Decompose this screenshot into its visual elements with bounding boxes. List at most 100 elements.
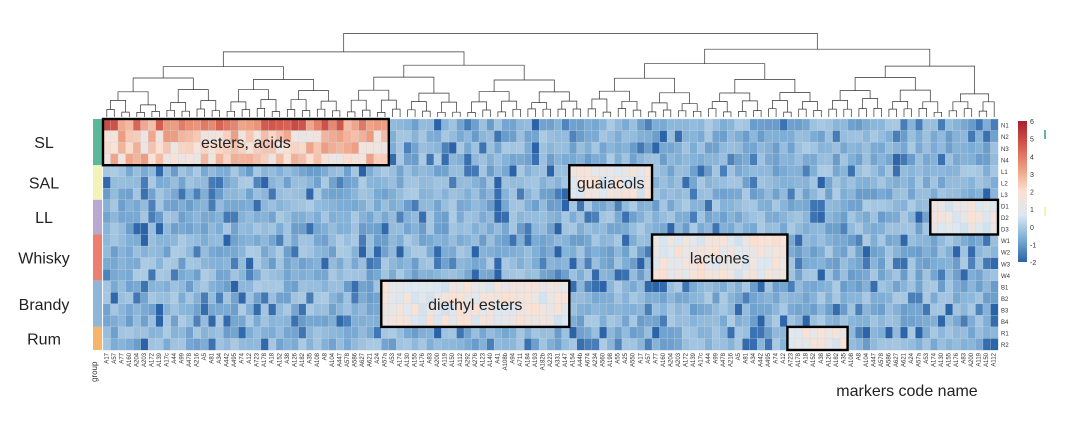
heatmap-cell [832, 245, 841, 258]
heatmap-cell [290, 268, 299, 282]
heatmap-cell [599, 234, 608, 247]
heatmap-cell [802, 303, 811, 316]
heatmap-cell [163, 188, 172, 201]
heatmap-cell [456, 211, 465, 224]
column-label: A152 [811, 352, 817, 367]
dendrogram-branch [467, 112, 476, 117]
heatmap-cell [373, 268, 382, 282]
heatmap-cell [802, 292, 811, 305]
heatmap-cell [885, 315, 894, 328]
heatmap-cell [869, 315, 879, 328]
heatmap-cell [892, 257, 901, 270]
heatmap-cell [147, 234, 157, 247]
heatmap-cell [636, 257, 645, 270]
heatmap-cell [674, 222, 683, 235]
heatmap-cell [110, 141, 119, 155]
heatmap-cell [839, 292, 848, 305]
heatmap-cell [960, 188, 969, 201]
heatmap-cell [305, 292, 314, 305]
heatmap-cell [238, 153, 247, 166]
heatmap-cell [719, 211, 728, 224]
heatmap-cell [185, 268, 194, 282]
heatmap-cell [178, 199, 187, 212]
heatmap-cell [524, 338, 533, 351]
heatmap-cell [223, 315, 232, 328]
heatmap-cell [817, 326, 826, 339]
heatmap-cell [922, 303, 931, 316]
heatmap-cell [636, 211, 645, 224]
heatmap-cell [757, 280, 766, 293]
color-scale-tick: 2 [1030, 190, 1034, 197]
heatmap-cell [373, 257, 382, 270]
column-labels: A17 A57 A77 A160 A204 A203 A172 A139 A17c A44 A99 A… [104, 352, 997, 370]
column-label: A57 [646, 352, 652, 363]
dendrogram-branch [241, 109, 251, 117]
heatmap-cell [614, 211, 623, 224]
heatmap-cell [110, 303, 119, 316]
heatmap-cell [102, 222, 111, 235]
heatmap-cell [614, 141, 623, 155]
heatmap-cell [666, 188, 675, 201]
heatmap-cell [937, 211, 946, 224]
heatmap-cell [982, 188, 991, 201]
heatmap-cell [802, 268, 811, 282]
heatmap-cell [298, 199, 307, 212]
heatmap-cell [975, 188, 984, 201]
heatmap-cell [787, 315, 796, 328]
heatmap-cell [824, 165, 833, 178]
dendrogram-branch [862, 98, 879, 109]
heatmap-cell [614, 257, 623, 270]
heatmap-cell [869, 211, 879, 224]
heatmap-cell [817, 292, 826, 305]
heatmap-cell [238, 176, 247, 189]
heatmap-cell [854, 280, 863, 293]
column-label: A17 [638, 352, 644, 363]
heatmap-cell [163, 268, 172, 282]
heatmap-cell [478, 338, 487, 351]
heatmap-cell [441, 118, 450, 131]
heatmap-cell [463, 280, 472, 293]
heatmap-cell [599, 130, 608, 143]
heatmap-cell [621, 141, 630, 155]
heatmap-cell [651, 130, 660, 143]
dendrogram-branch [222, 51, 465, 67]
heatmap-cell [621, 315, 630, 328]
heatmap-cell [945, 338, 954, 351]
heatmap-cell [802, 188, 811, 201]
heatmap-cell [411, 268, 420, 282]
heatmap-cell [862, 303, 871, 316]
heatmap-cell [426, 165, 435, 178]
heatmap-cell [140, 165, 149, 178]
heatmap-cell [900, 234, 909, 247]
heatmap-cell [147, 141, 157, 155]
heatmap-cell [772, 199, 781, 212]
heatmap-cell [772, 292, 781, 305]
heatmap-cell [471, 211, 480, 224]
column-label: A276 [473, 352, 479, 367]
heatmap-cell [674, 199, 683, 212]
heatmap-cell [471, 257, 480, 270]
heatmap-cell [373, 199, 382, 212]
dendrogram-branch [832, 100, 848, 110]
heatmap-cell [478, 188, 487, 201]
heatmap-cell [945, 211, 954, 224]
heatmap-cell [193, 153, 202, 166]
heatmap-cell [802, 118, 811, 131]
heatmap-cell [614, 130, 623, 143]
heatmap-cell [298, 222, 307, 235]
column-label: A495 [766, 352, 772, 367]
heatmap-cell [366, 280, 375, 293]
dendrogram-branch [813, 110, 822, 117]
heatmap-cell [629, 326, 638, 339]
color-scale-tick: -1 [1030, 242, 1036, 249]
heatmap-cell [915, 153, 924, 166]
heatmap-cell [125, 118, 134, 131]
dendrogram-branch [572, 108, 581, 117]
heatmap-cell [937, 222, 946, 235]
heatmap-cell [824, 257, 833, 270]
heatmap-cell [794, 268, 803, 282]
heatmap-cell [621, 257, 630, 270]
heatmap-cell [689, 234, 698, 247]
heatmap-cell [862, 222, 871, 235]
heatmap-cell [862, 338, 871, 351]
